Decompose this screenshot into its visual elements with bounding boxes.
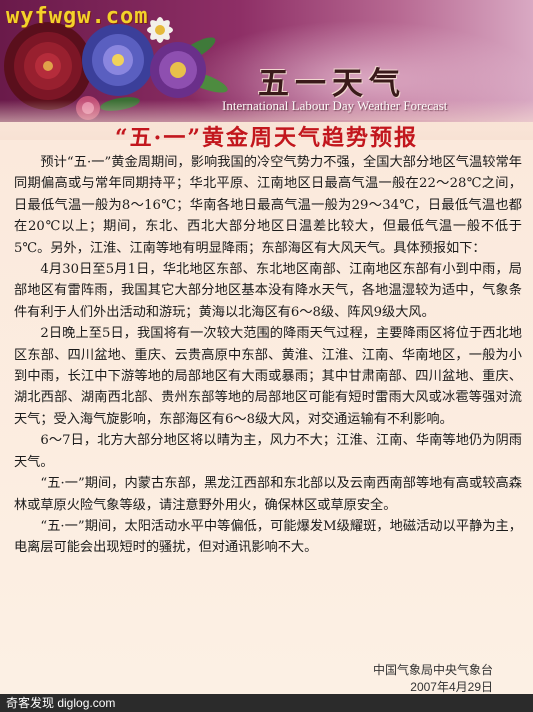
paragraph-solar-activity: “五·一”期间，太阳活动水平中等偏低，可能爆发M级耀斑，地磁活动以平静为主，电离… [14,518,522,556]
banner-fade [0,100,533,140]
article-body: 预计“五·一”黄金周期间，影响我国的冷空气势力不强，全国大部分地区气温较常年同期… [14,152,522,559]
page-title: 五一天气 [258,66,406,102]
paragraph-overview: 预计“五·一”黄金周期间，影响我国的冷空气势力不强，全国大部分地区气温较常年同期… [14,155,522,256]
site-url: wyfwgw.com [6,4,149,29]
watermark-bar: 奇客发现 diglog.com [0,694,533,712]
paragraph-may6-7: 6～7日，北方大部分地区将以晴为主，风力不大；江淮、江南、华南等地仍为阴雨天气。 [14,433,522,470]
paragraph-may2-5: 2日晚上至5日，我国将有一次较大范围的降雨天气过程，主要降雨区将位于西北地区东部… [14,326,522,427]
paragraph-fire-risk: “五·一”期间，内蒙古东部，黑龙江西部和东北部以及云南西南部等地有高或较高森林或… [14,476,522,513]
paragraph-apr30-may1: 4月30日至5月1日，华北地区东部、东北地区南部、江南地区东部有小到中雨，局部地… [14,262,522,320]
header-banner: wyfwgw.com 五一天气 International Labour Day… [0,0,533,122]
signature-block: 中国气象局中央气象台 2007年4月29日 [373,662,493,696]
signature-date: 2007年4月29日 [410,680,493,694]
signature-org: 中国气象局中央气象台 [372,663,493,677]
article-headline: “五·一”黄金周天气趋势预报 [115,125,418,151]
